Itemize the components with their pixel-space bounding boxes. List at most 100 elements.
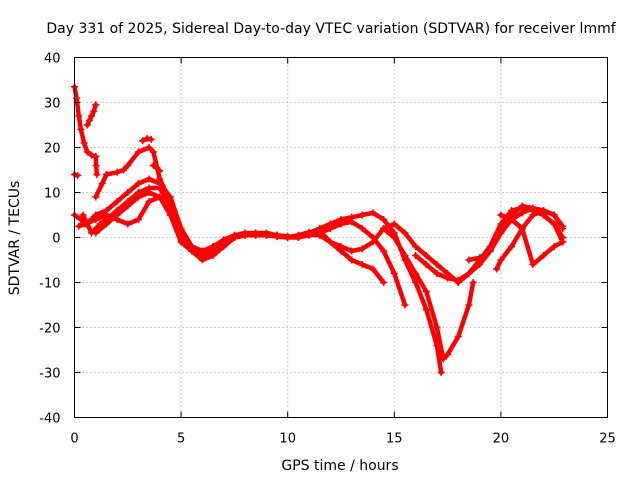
data-point-marker: [326, 238, 334, 246]
data-point-marker: [124, 189, 132, 196]
y-tick-label: 10: [44, 187, 61, 202]
y-tick-label: 0: [52, 232, 60, 247]
data-point-marker: [390, 220, 398, 228]
data-point-marker: [88, 151, 96, 159]
data-point-marker: [454, 276, 462, 284]
data-point-marker: [465, 270, 473, 277]
y-tick-label: 30: [44, 97, 61, 112]
data-point-marker: [369, 238, 377, 246]
data-point-marker: [145, 175, 153, 183]
data-point-marker: [77, 126, 85, 133]
data-point-marker: [401, 252, 409, 259]
data-point-marker: [145, 189, 153, 196]
data-point-marker: [209, 243, 217, 250]
data-point-marker: [529, 211, 537, 219]
data-point-marker: [433, 324, 441, 331]
data-point-marker: [497, 229, 505, 237]
x-tick-label: 20: [493, 432, 510, 447]
data-point-marker: [412, 243, 420, 250]
data-point-marker: [294, 232, 302, 240]
data-point-marker: [252, 231, 260, 239]
data-point-marker: [497, 220, 505, 228]
data-point-marker: [75, 222, 83, 230]
data-point-marker: [92, 153, 100, 160]
data-point-marker: [465, 301, 473, 309]
data-point-marker: [102, 171, 110, 178]
data-point-marker: [540, 207, 548, 214]
data-point-marker: [493, 265, 501, 273]
data-point-marker: [166, 198, 174, 205]
data-point-marker: [529, 261, 537, 268]
data-point-marker: [143, 135, 151, 142]
data-point-marker: [134, 216, 142, 223]
data-point-marker: [305, 230, 313, 238]
data-point-marker: [209, 252, 217, 259]
data-point-marker: [113, 198, 121, 205]
data-point-marker: [486, 247, 494, 255]
data-point-marker: [358, 211, 366, 219]
data-point-marker: [124, 162, 132, 169]
series-arc-f: [381, 226, 476, 362]
data-point-marker: [134, 148, 142, 156]
data-point-marker: [92, 101, 100, 109]
data-point-marker: [559, 238, 567, 246]
data-point-marker: [518, 225, 526, 232]
data-point-marker: [508, 216, 516, 223]
data-point-marker: [156, 175, 164, 183]
data-point-marker: [124, 220, 132, 228]
x-tick-label: 5: [177, 432, 185, 447]
data-point-marker: [433, 270, 441, 277]
data-point-marker: [92, 162, 100, 169]
data-point-marker: [550, 220, 558, 228]
data-point-marker: [92, 229, 100, 237]
data-point-marker: [98, 180, 106, 187]
data-point-marker: [518, 202, 526, 210]
data-point-marker: [102, 211, 110, 219]
data-point-marker: [412, 279, 420, 286]
x-tick-label: 0: [70, 432, 78, 447]
data-point-marker: [120, 166, 128, 174]
data-point-marker: [88, 112, 96, 120]
data-point-marker: [358, 261, 366, 268]
data-point-marker: [149, 148, 157, 156]
data-point-marker: [147, 135, 155, 143]
data-point-marker: [74, 171, 82, 179]
data-series: [71, 83, 567, 376]
data-point-marker: [156, 193, 164, 201]
data-point-marker: [422, 306, 430, 313]
grid: [74, 57, 608, 418]
data-point-marker: [380, 225, 388, 232]
data-point-marker: [518, 209, 526, 217]
data-point-marker: [85, 117, 93, 124]
data-point-marker: [145, 198, 153, 205]
x-tick-label: 25: [599, 432, 616, 447]
data-point-marker: [284, 234, 292, 241]
data-point-marker: [444, 274, 452, 282]
y-tick-label: 40: [44, 52, 61, 67]
data-point-marker: [134, 193, 142, 201]
data-point-marker: [177, 234, 185, 241]
data-point-marker: [369, 209, 377, 217]
data-point-marker: [230, 234, 238, 241]
data-point-marker: [188, 243, 196, 250]
data-point-marker: [241, 231, 249, 239]
data-point-marker: [83, 148, 91, 156]
data-point-marker: [550, 243, 558, 250]
data-point-marker: [412, 252, 420, 259]
data-point-marker: [433, 261, 441, 268]
y-tick-label: -40: [39, 412, 60, 427]
data-point-marker: [540, 252, 548, 259]
data-point-marker: [529, 204, 537, 212]
data-point-marker: [439, 355, 447, 363]
data-point-marker: [476, 261, 484, 268]
data-point-marker: [348, 213, 356, 221]
data-point-marker: [550, 211, 558, 219]
data-point-marker: [81, 220, 89, 228]
data-point-marker: [358, 245, 366, 253]
data-point-marker: [92, 216, 100, 223]
data-point-marker: [444, 351, 452, 358]
data-point-marker: [476, 254, 484, 262]
data-point-marker: [497, 256, 505, 264]
data-point-marker: [90, 108, 98, 115]
